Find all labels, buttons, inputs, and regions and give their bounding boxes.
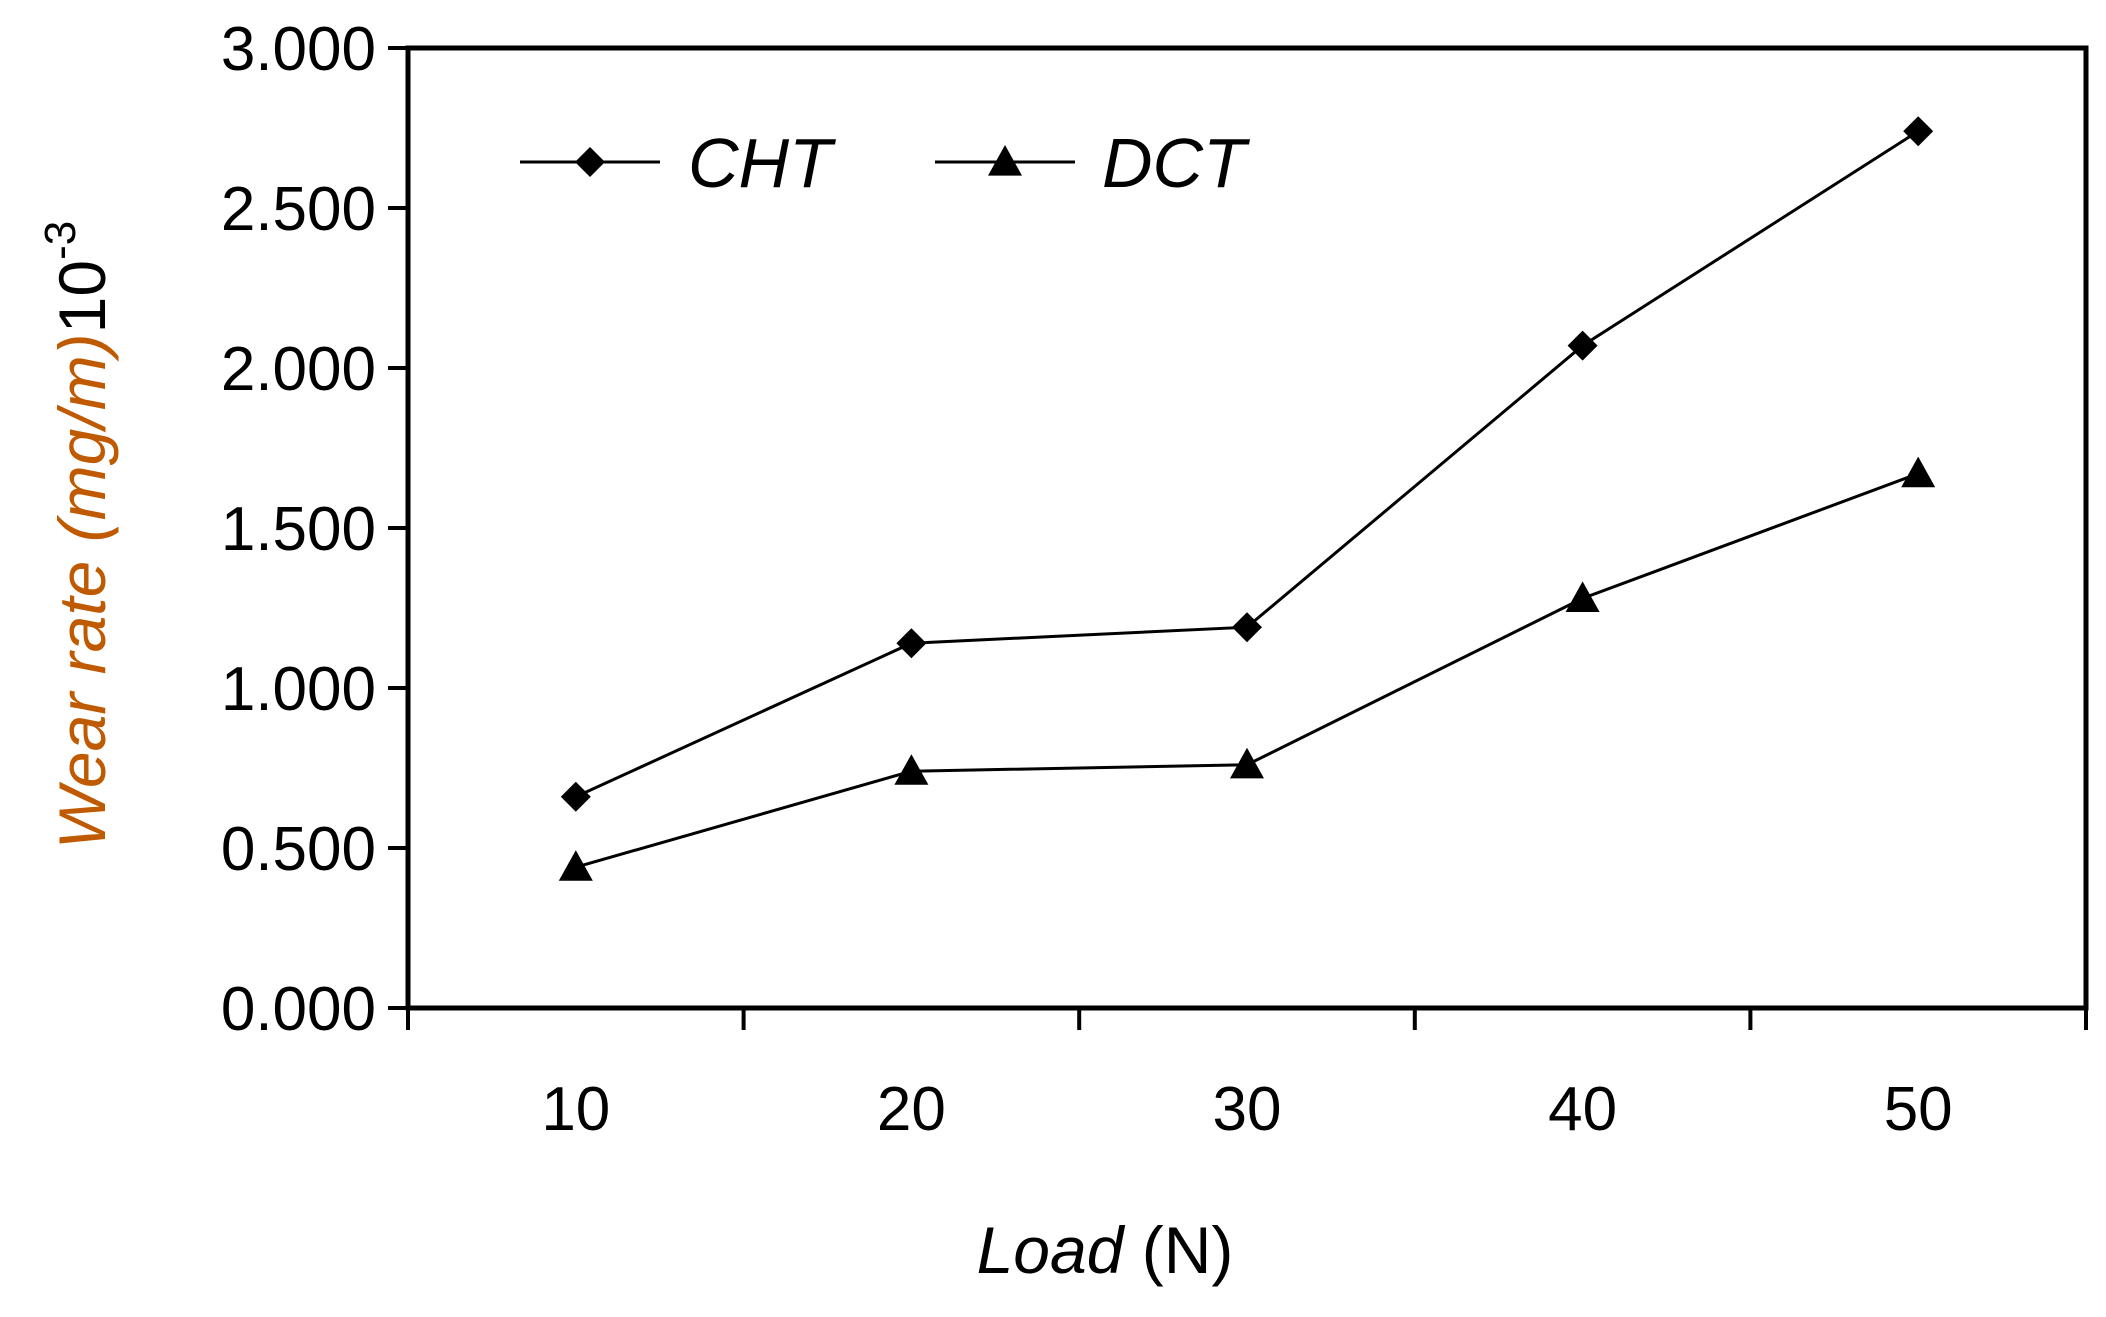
y-axis-title: Wear rate (mg/m)10-3 — [36, 221, 119, 849]
series-layer — [558, 116, 1936, 881]
data-point-dct — [1230, 747, 1264, 779]
data-point-cht — [1567, 330, 1598, 361]
series-dct — [558, 456, 1936, 881]
data-point-cht — [896, 628, 927, 659]
series-line-cht — [575, 129, 1920, 799]
data-point-dct — [1901, 456, 1936, 488]
data-point-cht — [1903, 116, 1934, 147]
y-tick-label: 0.000 — [221, 975, 376, 1044]
x-tick-label: 20 — [877, 1075, 946, 1144]
legend: CHT DCT — [520, 124, 1250, 202]
y-tick-label: 2.000 — [221, 335, 376, 404]
y-axis-title-main: Wear rate (mg/m) — [45, 333, 119, 849]
data-point-cht — [560, 781, 591, 812]
data-point-dct — [894, 754, 929, 785]
y-tick-label: 2.500 — [221, 175, 376, 244]
x-tick-label: 10 — [541, 1075, 610, 1144]
legend-marker — [988, 145, 1022, 176]
y-tick-label: 3.000 — [221, 15, 376, 84]
data-point-dct — [1565, 581, 1600, 612]
x-axis-title-unit: (N) — [1123, 1213, 1233, 1287]
y-tick-label: 1.000 — [221, 655, 376, 724]
y-tick-label: 1.500 — [221, 495, 376, 564]
x-tick-label: 40 — [1548, 1075, 1617, 1144]
y-axis-ticks: 0.000 0.500 1.000 1.500 2.000 2.500 3.000 — [221, 15, 408, 1044]
x-tick-label: 30 — [1213, 1075, 1282, 1144]
x-axis-title: Load (N) — [977, 1213, 1234, 1287]
plot-area-border — [405, 45, 2089, 1011]
series-line-dct — [575, 472, 1919, 869]
legend-label: DCT — [1102, 124, 1250, 202]
x-tick-label: 50 — [1884, 1075, 1953, 1144]
x-axis-title-main: Load — [977, 1213, 1126, 1287]
x-axis-ticks: 10 20 30 40 50 — [406, 1008, 2088, 1144]
data-point-dct — [558, 850, 593, 881]
y-tick-label: 0.500 — [221, 815, 376, 884]
data-point-cht — [1232, 612, 1262, 643]
y-axis-title-exponent: -3 — [36, 221, 85, 260]
y-axis-title-base: 10 — [45, 260, 119, 333]
legend-item-dct: DCT — [935, 124, 1250, 202]
legend-item-cht: CHT — [520, 124, 836, 202]
legend-marker — [575, 147, 605, 177]
series-cht — [560, 116, 1934, 812]
legend-label: CHT — [688, 124, 836, 202]
plot-frame — [405, 45, 2089, 1011]
